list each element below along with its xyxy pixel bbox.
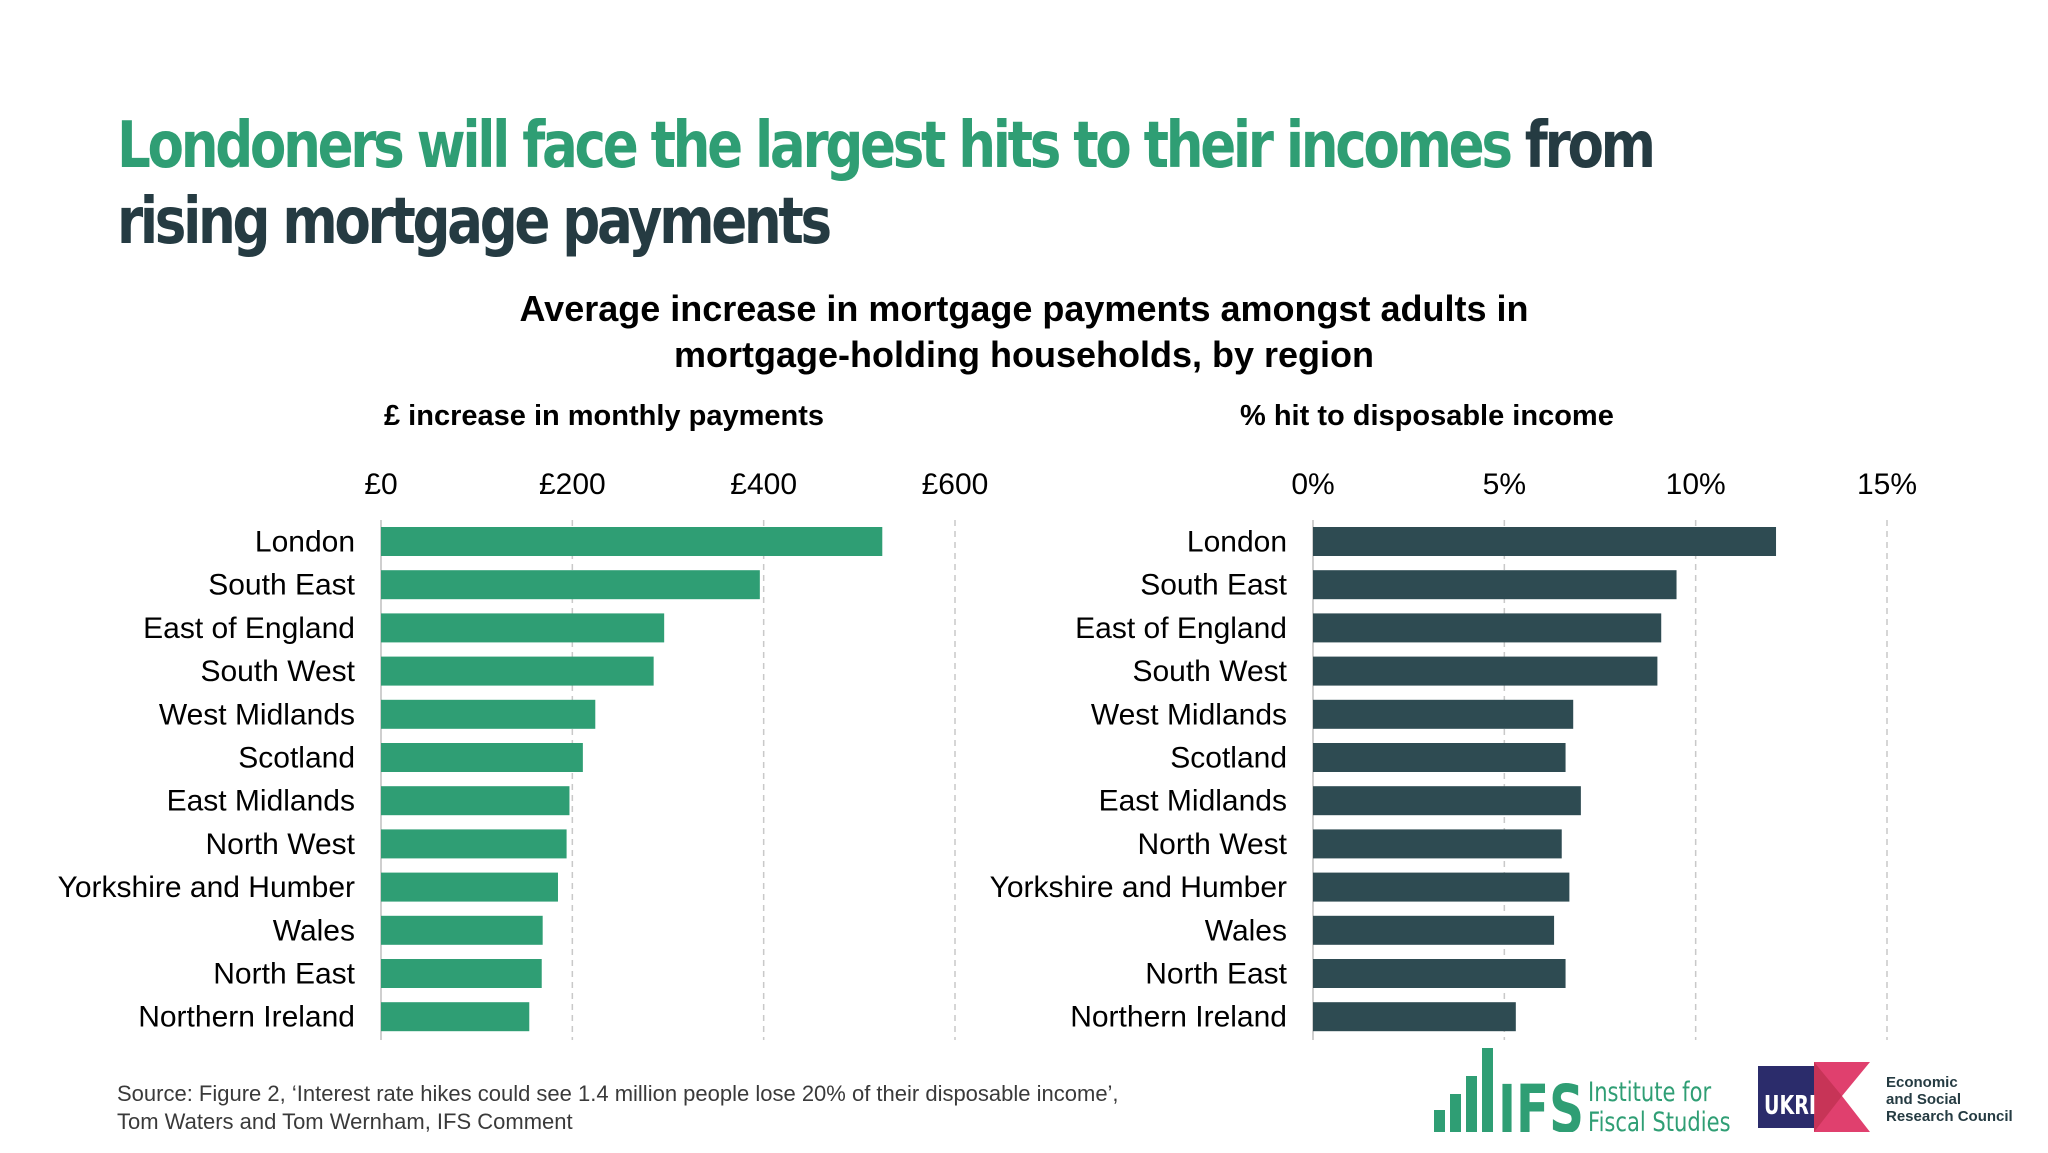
left-category-label: Wales <box>273 914 355 947</box>
esrc-wordmark: Economic and Social Research Council <box>1886 1074 2013 1125</box>
chart-title-line-2: mortgage-holding households, by region <box>674 334 1374 375</box>
right-category-label: Yorkshire and Humber <box>990 871 1287 904</box>
source-line-2: Tom Waters and Tom Wernham, IFS Comment <box>117 1109 573 1134</box>
left-bar <box>381 872 558 902</box>
left-category-label: London <box>255 526 355 559</box>
right-panel-title: % hit to disposable income <box>1240 400 1614 432</box>
left-bar <box>381 959 542 988</box>
left-bar <box>381 527 883 556</box>
right-bar <box>1313 699 1574 729</box>
right-category-label: London <box>1187 526 1287 559</box>
right-tick-label: 15% <box>1857 468 1917 501</box>
right-tick-label: 5% <box>1483 468 1526 501</box>
left-bar <box>381 613 665 643</box>
left-bar <box>381 829 567 859</box>
left-tick-label: £0 <box>364 468 397 501</box>
left-bar <box>381 656 654 686</box>
ifs-wordmark-line-1: Institute for <box>1588 1077 1712 1108</box>
headline: Londoners will face the largest hits to … <box>117 108 1661 260</box>
right-category-label: West Midlands <box>1091 698 1287 731</box>
left-category-label: West Midlands <box>159 698 355 731</box>
left-tick-label: £200 <box>539 468 606 501</box>
right-bar <box>1313 527 1777 556</box>
ifs-logo: IFS <box>1434 1048 1584 1132</box>
right-bar <box>1313 915 1555 945</box>
left-bar <box>381 699 596 729</box>
right-bar <box>1313 829 1562 859</box>
right-bar <box>1313 613 1662 643</box>
right-bar <box>1313 959 1566 988</box>
headline-rest: from rising mortgage payments <box>117 109 1656 259</box>
left-category-label: Scotland <box>238 742 355 775</box>
right-bar <box>1313 743 1566 772</box>
left-bar-chart: £0 £200 £400 £600 London South East East of En… <box>58 468 989 1040</box>
left-category-label: Northern Ireland <box>138 1001 355 1034</box>
right-tick-label: 10% <box>1666 468 1726 501</box>
right-bar-chart: 0% 5% 10% 15% London South East East of Englan… <box>990 468 1917 1040</box>
right-category-label: Scotland <box>1170 742 1287 775</box>
left-category-label: Yorkshire and Humber <box>58 871 355 904</box>
left-panel-title: £ increase in monthly payments <box>384 400 824 432</box>
left-bar <box>381 1002 530 1032</box>
left-tick-label: £400 <box>730 468 797 501</box>
chart-title-line-1: Average increase in mortgage payments am… <box>519 288 1529 329</box>
left-bar <box>381 570 760 600</box>
left-category-label: East of England <box>143 612 355 645</box>
right-bar <box>1313 1002 1516 1032</box>
esrc-wordmark-line-1: Economic <box>1886 1074 1958 1091</box>
right-category-label: South East <box>1140 569 1287 602</box>
left-bar <box>381 743 583 772</box>
right-category-label: East of England <box>1075 612 1287 645</box>
left-bar <box>381 786 570 816</box>
left-category-label: South East <box>208 569 355 602</box>
ifs-wordmark: Institute for Fiscal Studies <box>1588 1078 1731 1138</box>
chart-title: Average increase in mortgage payments am… <box>0 286 2048 378</box>
left-category-label: South West <box>200 655 355 688</box>
left-tick-label: £600 <box>922 468 989 501</box>
left-category-label: East Midlands <box>167 785 355 818</box>
right-bar <box>1313 786 1581 816</box>
left-category-label: North East <box>213 958 355 991</box>
right-bar <box>1313 656 1658 686</box>
right-bar <box>1313 872 1570 902</box>
right-category-label: East Midlands <box>1099 785 1287 818</box>
right-bar <box>1313 570 1677 600</box>
right-category-label: South West <box>1132 655 1287 688</box>
source-note: Source: Figure 2, ‘Interest rate hikes c… <box>117 1080 1317 1136</box>
ifs-mark: IFS <box>1498 1071 1584 1132</box>
ifs-wordmark-line-2: Fiscal Studies <box>1588 1107 1731 1138</box>
headline-highlight: Londoners will face the largest hits to … <box>117 109 1513 183</box>
esrc-wordmark-line-3: Research Council <box>1886 1108 2013 1125</box>
right-category-label: North West <box>1138 828 1288 861</box>
right-category-label: Northern Ireland <box>1070 1001 1287 1034</box>
ukri-logo: UKRI <box>1758 1062 1870 1132</box>
right-category-label: Wales <box>1205 914 1287 947</box>
esrc-wordmark-line-2: and Social <box>1886 1091 1962 1108</box>
ukri-mark: UKRI <box>1764 1091 1816 1121</box>
left-bar <box>381 915 543 945</box>
source-line-1: Source: Figure 2, ‘Interest rate hikes c… <box>117 1081 1119 1106</box>
right-tick-label: 0% <box>1291 468 1334 501</box>
left-category-label: North West <box>206 828 356 861</box>
right-category-label: North East <box>1145 958 1287 991</box>
